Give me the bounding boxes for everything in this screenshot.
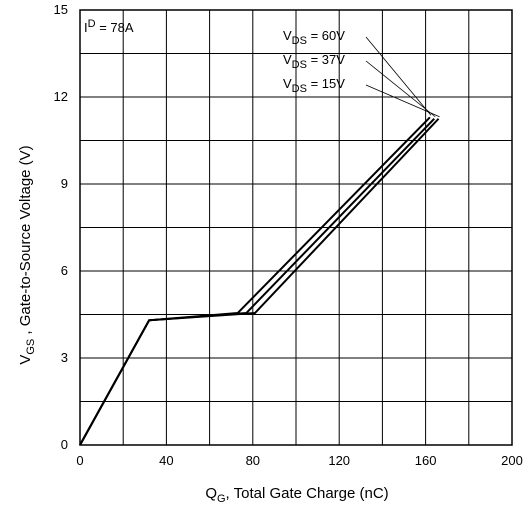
legend-leader-line — [365, 84, 440, 118]
x-tick-label: 80 — [246, 453, 260, 468]
y-tick-label: 15 — [54, 2, 68, 17]
y-tick-label: 12 — [54, 89, 68, 104]
tick-labels: 0 40 80 120 160 200 0 3 6 9 12 15 — [54, 2, 523, 468]
y-tick-label: 6 — [61, 263, 68, 278]
series-line-0 — [79, 116, 431, 446]
series-legend: VDS = 60V VDS = 37V VDS = 15V — [283, 28, 440, 118]
grid — [79, 9, 513, 446]
y-axis-title: VGS , Gate-to-Source Voltage (V) — [17, 145, 37, 364]
x-tick-label: 0 — [76, 453, 83, 468]
x-tick-label: 40 — [159, 453, 173, 468]
legend-entry-37v: VDS = 37V — [283, 52, 345, 71]
condition-superscript: D — [88, 18, 96, 30]
legend-leader-line — [365, 36, 432, 116]
x-axis-title: QG, Total Gate Charge (nC) — [205, 485, 388, 505]
x-tick-label: 120 — [328, 453, 350, 468]
condition-symbol: I — [84, 20, 88, 35]
svg-text:ID = 78A: ID = 78A — [84, 18, 134, 35]
legend-entry-15v: VDS = 15V — [283, 76, 345, 95]
y-tick-label: 3 — [61, 350, 68, 365]
condition-value: = 78A — [96, 20, 134, 35]
y-tick-label: 9 — [61, 176, 68, 191]
series-lines — [79, 116, 440, 446]
x-tick-label: 160 — [415, 453, 437, 468]
y-tick-label: 0 — [61, 437, 68, 452]
legend-leader-line — [365, 60, 436, 118]
condition-annotation: ID = 78A — [84, 18, 134, 35]
legend-entry-60v: VDS = 60V — [283, 28, 345, 47]
plot-frame — [79, 9, 513, 446]
series-line-2 — [79, 118, 440, 446]
x-tick-label: 200 — [501, 453, 523, 468]
